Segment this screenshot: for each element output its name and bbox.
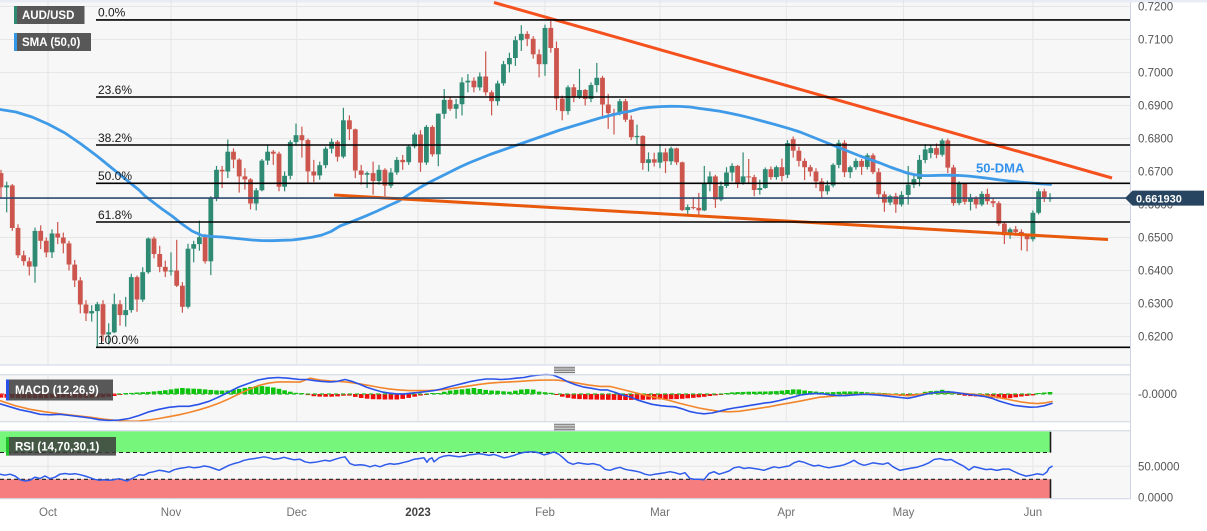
svg-text:Apr: Apr [777,507,795,519]
svg-text:Nov: Nov [161,507,182,519]
svg-text:Oct: Oct [39,507,58,519]
svg-text:0.7000: 0.7000 [1138,68,1173,80]
svg-text:0.0%: 0.0% [98,6,126,20]
svg-text:100.0%: 100.0% [98,333,139,347]
svg-text:50.0%: 50.0% [98,169,132,183]
svg-text:0.6800: 0.6800 [1138,134,1173,146]
svg-text:0.661930: 0.661930 [1136,193,1182,205]
svg-text:23.6%: 23.6% [98,83,132,97]
svg-text:2023: 2023 [405,507,431,519]
svg-text:MACD (12,26,9): MACD (12,26,9) [15,385,99,397]
svg-text:0.6900: 0.6900 [1138,101,1173,113]
svg-text:SMA (50,0): SMA (50,0) [22,37,81,49]
svg-text:0.6300: 0.6300 [1138,299,1173,311]
svg-text:0.6500: 0.6500 [1138,233,1173,245]
svg-text:50.0000: 50.0000 [1138,461,1180,473]
svg-text:-0.0000: -0.0000 [1138,389,1177,401]
svg-text:61.8%: 61.8% [98,208,132,222]
svg-text:Feb: Feb [535,507,555,519]
svg-text:50-DMA: 50-DMA [976,161,1025,176]
svg-text:0.6400: 0.6400 [1138,266,1173,278]
svg-text:Jun: Jun [1024,507,1043,519]
svg-text:AUD/USD: AUD/USD [22,10,74,22]
svg-text:Mar: Mar [650,507,670,519]
svg-text:0.0000: 0.0000 [1138,493,1173,505]
svg-text:May: May [893,507,915,519]
svg-text:0.7200: 0.7200 [1138,2,1173,14]
svg-text:0.7100: 0.7100 [1138,35,1173,47]
svg-text:Dec: Dec [286,507,307,519]
svg-text:0.6200: 0.6200 [1138,332,1173,344]
svg-text:0.6700: 0.6700 [1138,167,1173,179]
svg-text:RSI (14,70,30,1): RSI (14,70,30,1) [15,442,100,454]
svg-text:38.2%: 38.2% [98,131,132,145]
